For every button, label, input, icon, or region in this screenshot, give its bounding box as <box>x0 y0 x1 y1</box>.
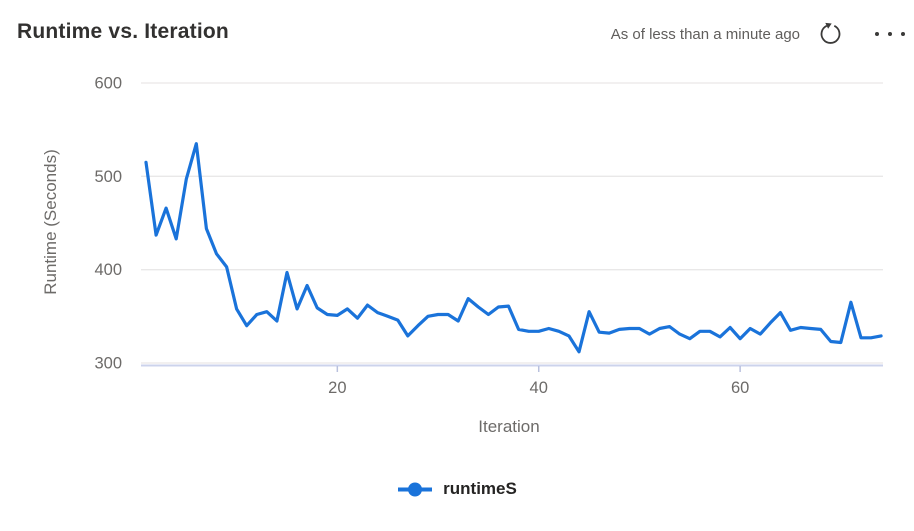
legend-item-runtimes[interactable]: runtimeS <box>0 479 914 499</box>
refresh-icon <box>820 22 840 44</box>
more-options-button[interactable] <box>874 18 906 50</box>
chart-title: Runtime vs. Iteration <box>17 20 229 43</box>
x-tick-label-40: 40 <box>530 379 548 397</box>
x-axis-title: Iteration <box>478 417 540 436</box>
y-tick-label-400: 400 <box>94 261 122 279</box>
x-tick-label-20: 20 <box>328 379 346 397</box>
refresh-button[interactable] <box>814 18 846 50</box>
legend-marker-icon <box>398 482 433 496</box>
y-tick-label-300: 300 <box>94 355 122 373</box>
chart-header-controls: As of less than a minute ago <box>611 18 906 50</box>
legend-label: runtimeS <box>443 479 517 498</box>
y-tick-label-600: 600 <box>94 75 122 93</box>
y-tick-label-500: 500 <box>94 168 122 186</box>
as-of-timestamp: As of less than a minute ago <box>610 25 800 43</box>
x-tick-label-60: 60 <box>731 379 749 397</box>
series-line-runtimeS <box>144 142 883 354</box>
line-chart-plot-area: 300 400 500 600 20 40 60 <box>94 75 883 397</box>
ellipsis-icon <box>875 32 905 36</box>
